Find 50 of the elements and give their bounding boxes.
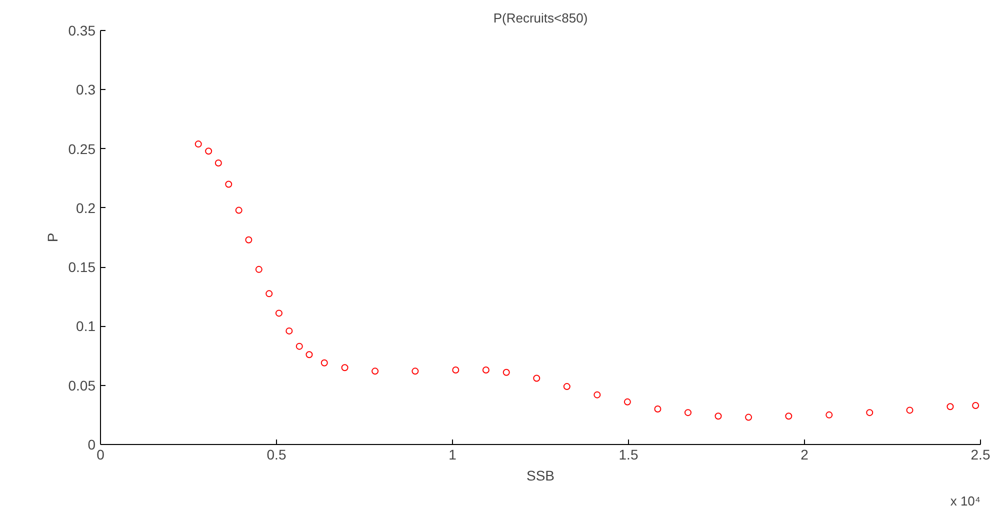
y-tick-label: 0.35 xyxy=(68,22,96,38)
point xyxy=(714,412,722,420)
point xyxy=(194,140,202,148)
x-tick-label: 1 xyxy=(448,446,457,462)
point xyxy=(320,359,328,366)
point xyxy=(245,236,252,244)
point xyxy=(205,148,212,155)
point xyxy=(306,351,313,358)
x-tick-label: 2.5 xyxy=(970,446,990,462)
point xyxy=(452,366,460,374)
y-tick-label: 0.1 xyxy=(76,318,96,334)
point xyxy=(866,409,874,416)
point xyxy=(972,402,980,409)
point xyxy=(266,290,273,298)
point xyxy=(235,206,242,214)
x-axis-title: SSB xyxy=(526,468,555,484)
point xyxy=(785,412,792,420)
point xyxy=(745,414,752,421)
point xyxy=(826,411,833,418)
y-tick-label: 0.2 xyxy=(76,200,96,216)
point xyxy=(296,342,303,350)
y-tick-label: 0.05 xyxy=(68,377,96,394)
point xyxy=(286,327,293,334)
point xyxy=(533,374,540,382)
point xyxy=(906,406,914,414)
y-tick-label: 0.3 xyxy=(76,82,96,98)
x-tick-label: 1.5 xyxy=(618,446,638,462)
point xyxy=(412,368,419,375)
text: x 10⁴ xyxy=(950,494,981,508)
chart-title: P(Recruits<850) xyxy=(493,10,588,26)
y-tick-label: 0.15 xyxy=(68,259,96,276)
point xyxy=(214,159,222,166)
point xyxy=(225,180,232,188)
y-axis-title: P xyxy=(44,232,60,242)
point xyxy=(502,368,510,376)
point xyxy=(654,406,662,413)
point xyxy=(372,368,379,375)
point xyxy=(482,366,490,374)
y-tick-label: 0.25 xyxy=(68,140,96,157)
x-tick-label: 2 xyxy=(800,446,809,462)
point xyxy=(563,383,570,390)
x-tick-label: 0.5 xyxy=(266,446,286,462)
point xyxy=(624,398,631,406)
point xyxy=(255,266,262,273)
point xyxy=(684,409,692,416)
point xyxy=(594,391,601,398)
point xyxy=(341,364,348,372)
point xyxy=(275,310,282,317)
y-tick-label: 0 xyxy=(88,436,96,452)
point xyxy=(946,403,954,410)
